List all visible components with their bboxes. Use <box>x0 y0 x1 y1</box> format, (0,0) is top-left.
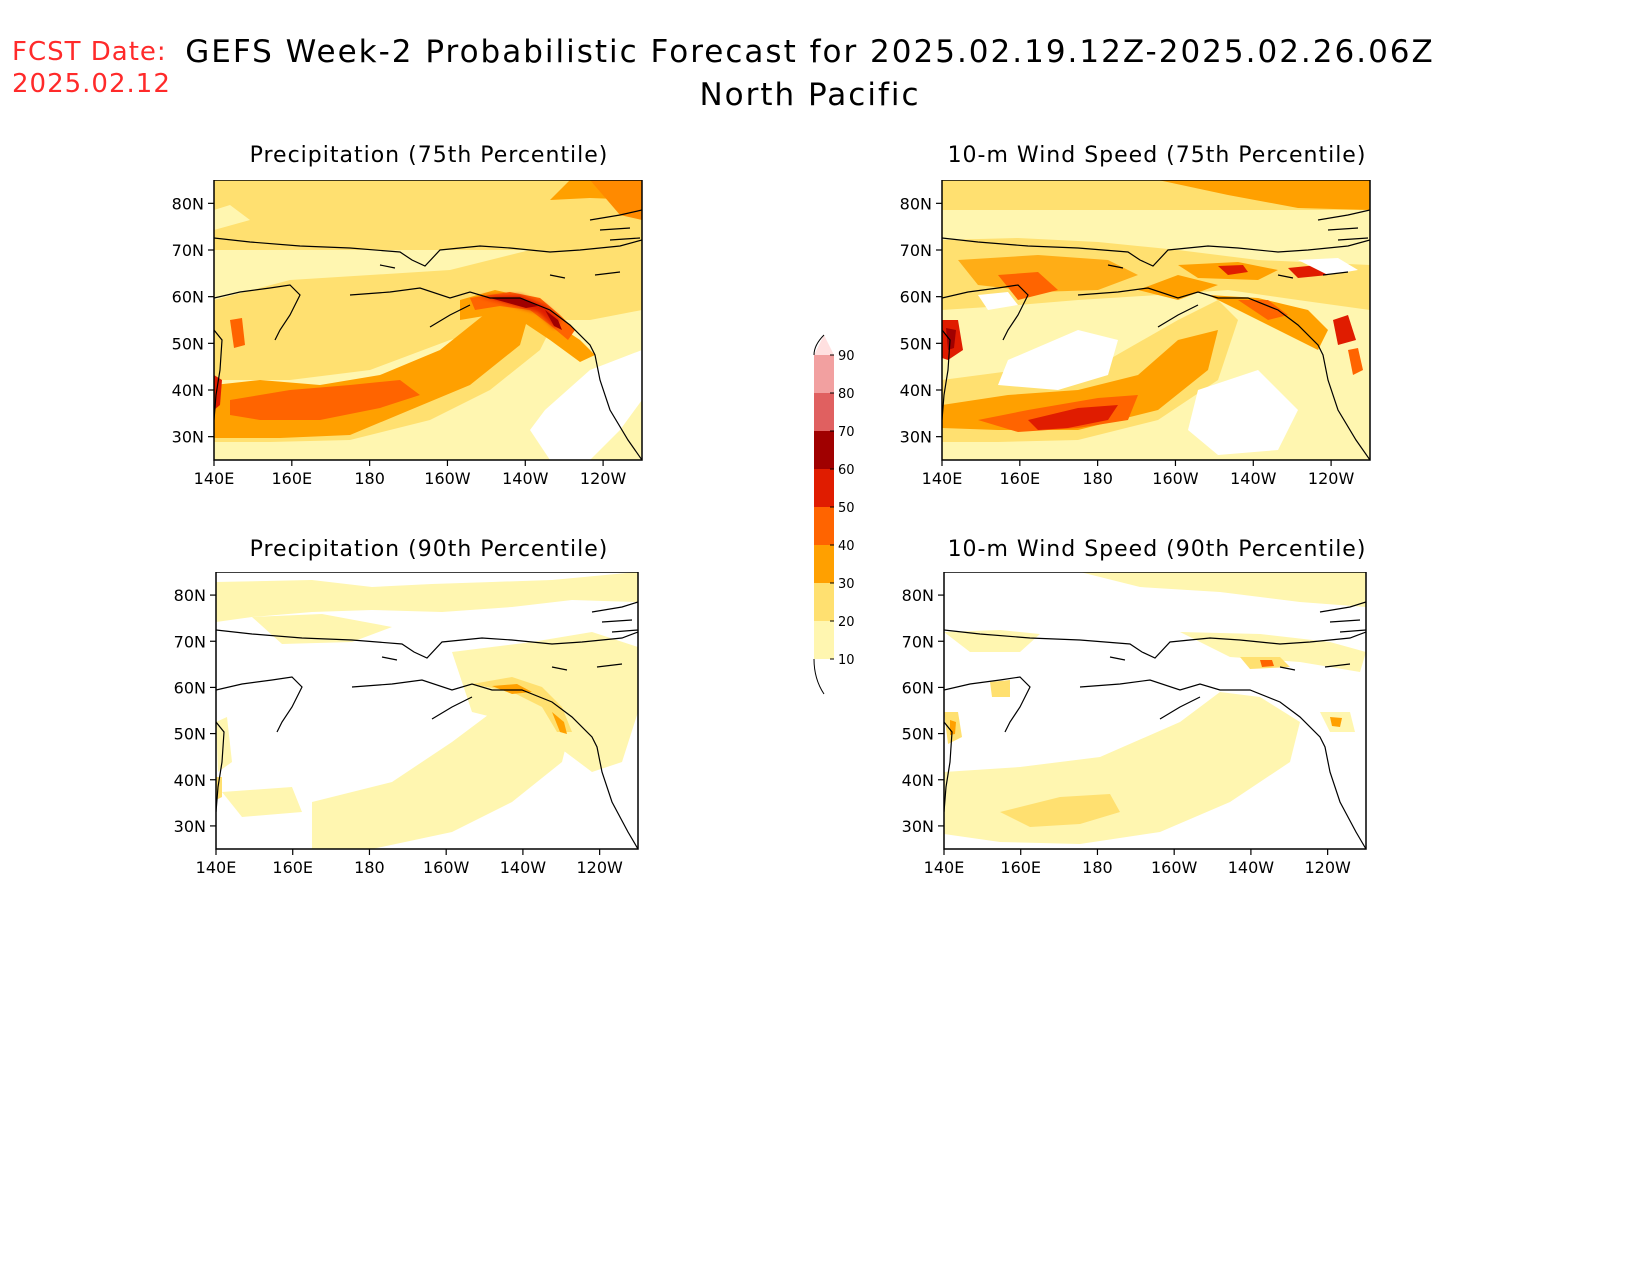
colorbar-label: 10 <box>838 653 855 668</box>
colorbar: 90 80 70 60 50 40 30 20 10 <box>813 334 855 695</box>
lat-label: 50N <box>900 334 932 353</box>
lat-label: 40N <box>172 381 204 400</box>
lat-label: 50N <box>902 725 934 744</box>
lat-label: 40N <box>174 771 206 790</box>
lon-label: 180 <box>1082 469 1113 488</box>
map-precip75: 80N 70N 60N 50N 40N 30N 140E 160E 180 160W 140W 12… <box>172 180 643 488</box>
lon-label: 140W <box>1230 469 1277 488</box>
panel-title-precip75: Precipitation (75th Percentile) <box>249 143 609 168</box>
colorbar-swatch <box>814 393 834 431</box>
lat-label: 70N <box>172 241 204 260</box>
colorbar-label: 20 <box>838 615 855 630</box>
lat-label: 60N <box>902 678 934 697</box>
colorbar-top-cap <box>814 335 834 355</box>
lon-label: 120W <box>576 858 623 877</box>
colorbar-swatch <box>814 507 834 545</box>
colorbar-label: 60 <box>838 463 855 478</box>
panel-title-precip90: Precipitation (90th Percentile) <box>249 537 609 562</box>
colorbar-swatch <box>814 355 834 393</box>
lat-label: 40N <box>902 771 934 790</box>
lat-label: 30N <box>172 428 204 447</box>
panel-title-wind90: 10-m Wind Speed (90th Percentile) <box>947 537 1367 562</box>
colorbar-label: 80 <box>838 387 855 402</box>
panel-title-wind75: 10-m Wind Speed (75th Percentile) <box>947 143 1367 168</box>
colorbar-label: 30 <box>838 577 855 592</box>
lon-label: 180 <box>354 469 385 488</box>
lon-label: 160E <box>999 469 1040 488</box>
colorbar-swatch <box>814 469 834 507</box>
page-subtitle: North Pacific <box>699 77 921 113</box>
lat-label: 40N <box>900 381 932 400</box>
lat-label: 60N <box>172 288 204 307</box>
lat-label: 30N <box>902 817 934 836</box>
lon-label: 140W <box>1228 858 1275 877</box>
colorbar-swatch <box>814 583 834 621</box>
lon-label: 160W <box>423 858 470 877</box>
map-wind75: 80N 70N 60N 50N 40N 30N 140E 160E 180 160W 140W 12… <box>900 180 1371 488</box>
lat-label: 70N <box>900 241 932 260</box>
lon-label: 140W <box>500 858 547 877</box>
lat-label: 60N <box>174 678 206 697</box>
lon-label: 140W <box>502 469 549 488</box>
forecast-date-value: 2025.02.12 <box>12 69 171 99</box>
lat-label: 30N <box>900 428 932 447</box>
lat-label: 80N <box>174 586 206 605</box>
lat-label: 80N <box>902 586 934 605</box>
map-precip90: 80N 70N 60N 50N 40N 30N 140E 160E 180 160W 140W 12… <box>174 572 639 877</box>
map-wind90: 80N 70N 60N 50N 40N 30N 140E 160E 180 160W 140W 12… <box>902 572 1367 877</box>
page-title: GEFS Week-2 Probabilistic Forecast for 2… <box>185 34 1435 70</box>
lon-label: 140E <box>194 469 235 488</box>
lon-label: 120W <box>1304 858 1351 877</box>
lat-label: 70N <box>902 632 934 651</box>
lon-label: 140E <box>924 858 965 877</box>
lon-label: 160E <box>272 858 313 877</box>
lon-label: 180 <box>354 858 385 877</box>
lon-label: 160E <box>1000 858 1041 877</box>
colorbar-swatch <box>814 621 834 659</box>
lon-label: 180 <box>1082 858 1113 877</box>
lon-label: 160W <box>424 469 471 488</box>
lon-label: 140E <box>196 858 237 877</box>
lon-label: 160W <box>1151 858 1198 877</box>
colorbar-label: 90 <box>838 349 855 364</box>
colorbar-label: 70 <box>838 425 855 440</box>
lon-label: 140E <box>922 469 963 488</box>
colorbar-label: 40 <box>838 539 855 554</box>
lon-label: 120W <box>1308 469 1355 488</box>
colorbar-swatch <box>814 545 834 583</box>
forecast-date-label: FCST Date: <box>12 37 167 67</box>
lat-label: 30N <box>174 817 206 836</box>
lat-label: 50N <box>172 334 204 353</box>
colorbar-bottom-cap <box>814 659 834 694</box>
lon-label: 160E <box>271 469 312 488</box>
colorbar-label: 50 <box>838 501 855 516</box>
lat-label: 50N <box>174 725 206 744</box>
lat-label: 80N <box>900 194 932 213</box>
lat-label: 70N <box>174 632 206 651</box>
lat-label: 60N <box>900 288 932 307</box>
forecast-date: FCST Date: 2025.02.12 <box>12 36 171 100</box>
lon-label: 120W <box>580 469 627 488</box>
lon-label: 160W <box>1152 469 1199 488</box>
lat-label: 80N <box>172 194 204 213</box>
colorbar-swatch <box>814 431 834 469</box>
